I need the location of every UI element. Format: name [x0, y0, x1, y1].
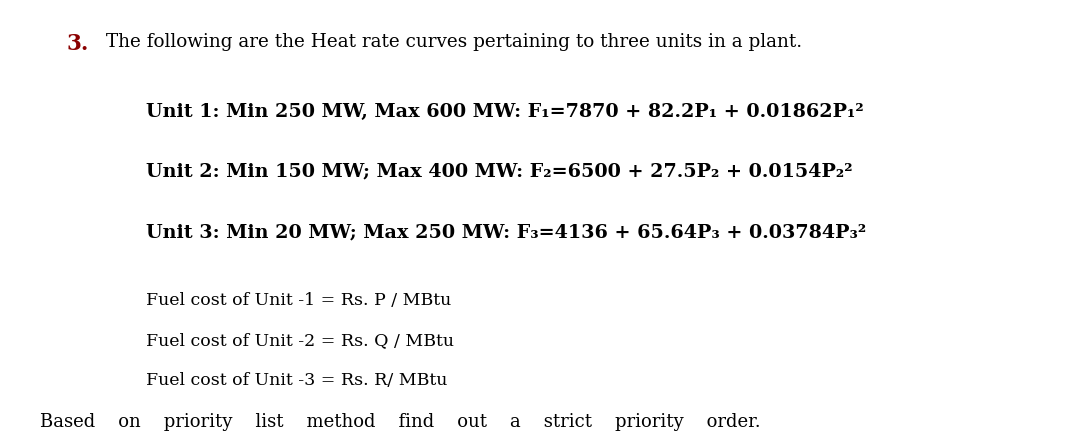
Text: Fuel cost of Unit -1 = Rs. P / MBtu: Fuel cost of Unit -1 = Rs. P / MBtu [146, 292, 451, 309]
Text: Unit 1: Min 250 MW, Max 600 MW: F₁=7870 + 82.2P₁ + 0.01862P₁²: Unit 1: Min 250 MW, Max 600 MW: F₁=7870 … [146, 103, 863, 120]
Text: Based    on    priority    list    method    find    out    a    strict    prior: Based on priority list method find out a… [40, 413, 761, 430]
Text: The following are the Heat rate curves pertaining to three units in a plant.: The following are the Heat rate curves p… [106, 33, 802, 51]
Text: Fuel cost of Unit -3 = Rs. R/ MBtu: Fuel cost of Unit -3 = Rs. R/ MBtu [146, 372, 447, 389]
Text: Unit 2: Min 150 MW; Max 400 MW: F₂=6500 + 27.5P₂ + 0.0154P₂²: Unit 2: Min 150 MW; Max 400 MW: F₂=6500 … [146, 163, 852, 181]
Text: Unit 3: Min 20 MW; Max 250 MW: F₃=4136 + 65.64P₃ + 0.03784P₃²: Unit 3: Min 20 MW; Max 250 MW: F₃=4136 +… [146, 223, 866, 241]
Text: 3.: 3. [67, 33, 90, 55]
Text: Fuel cost of Unit -2 = Rs. Q / MBtu: Fuel cost of Unit -2 = Rs. Q / MBtu [146, 332, 453, 349]
